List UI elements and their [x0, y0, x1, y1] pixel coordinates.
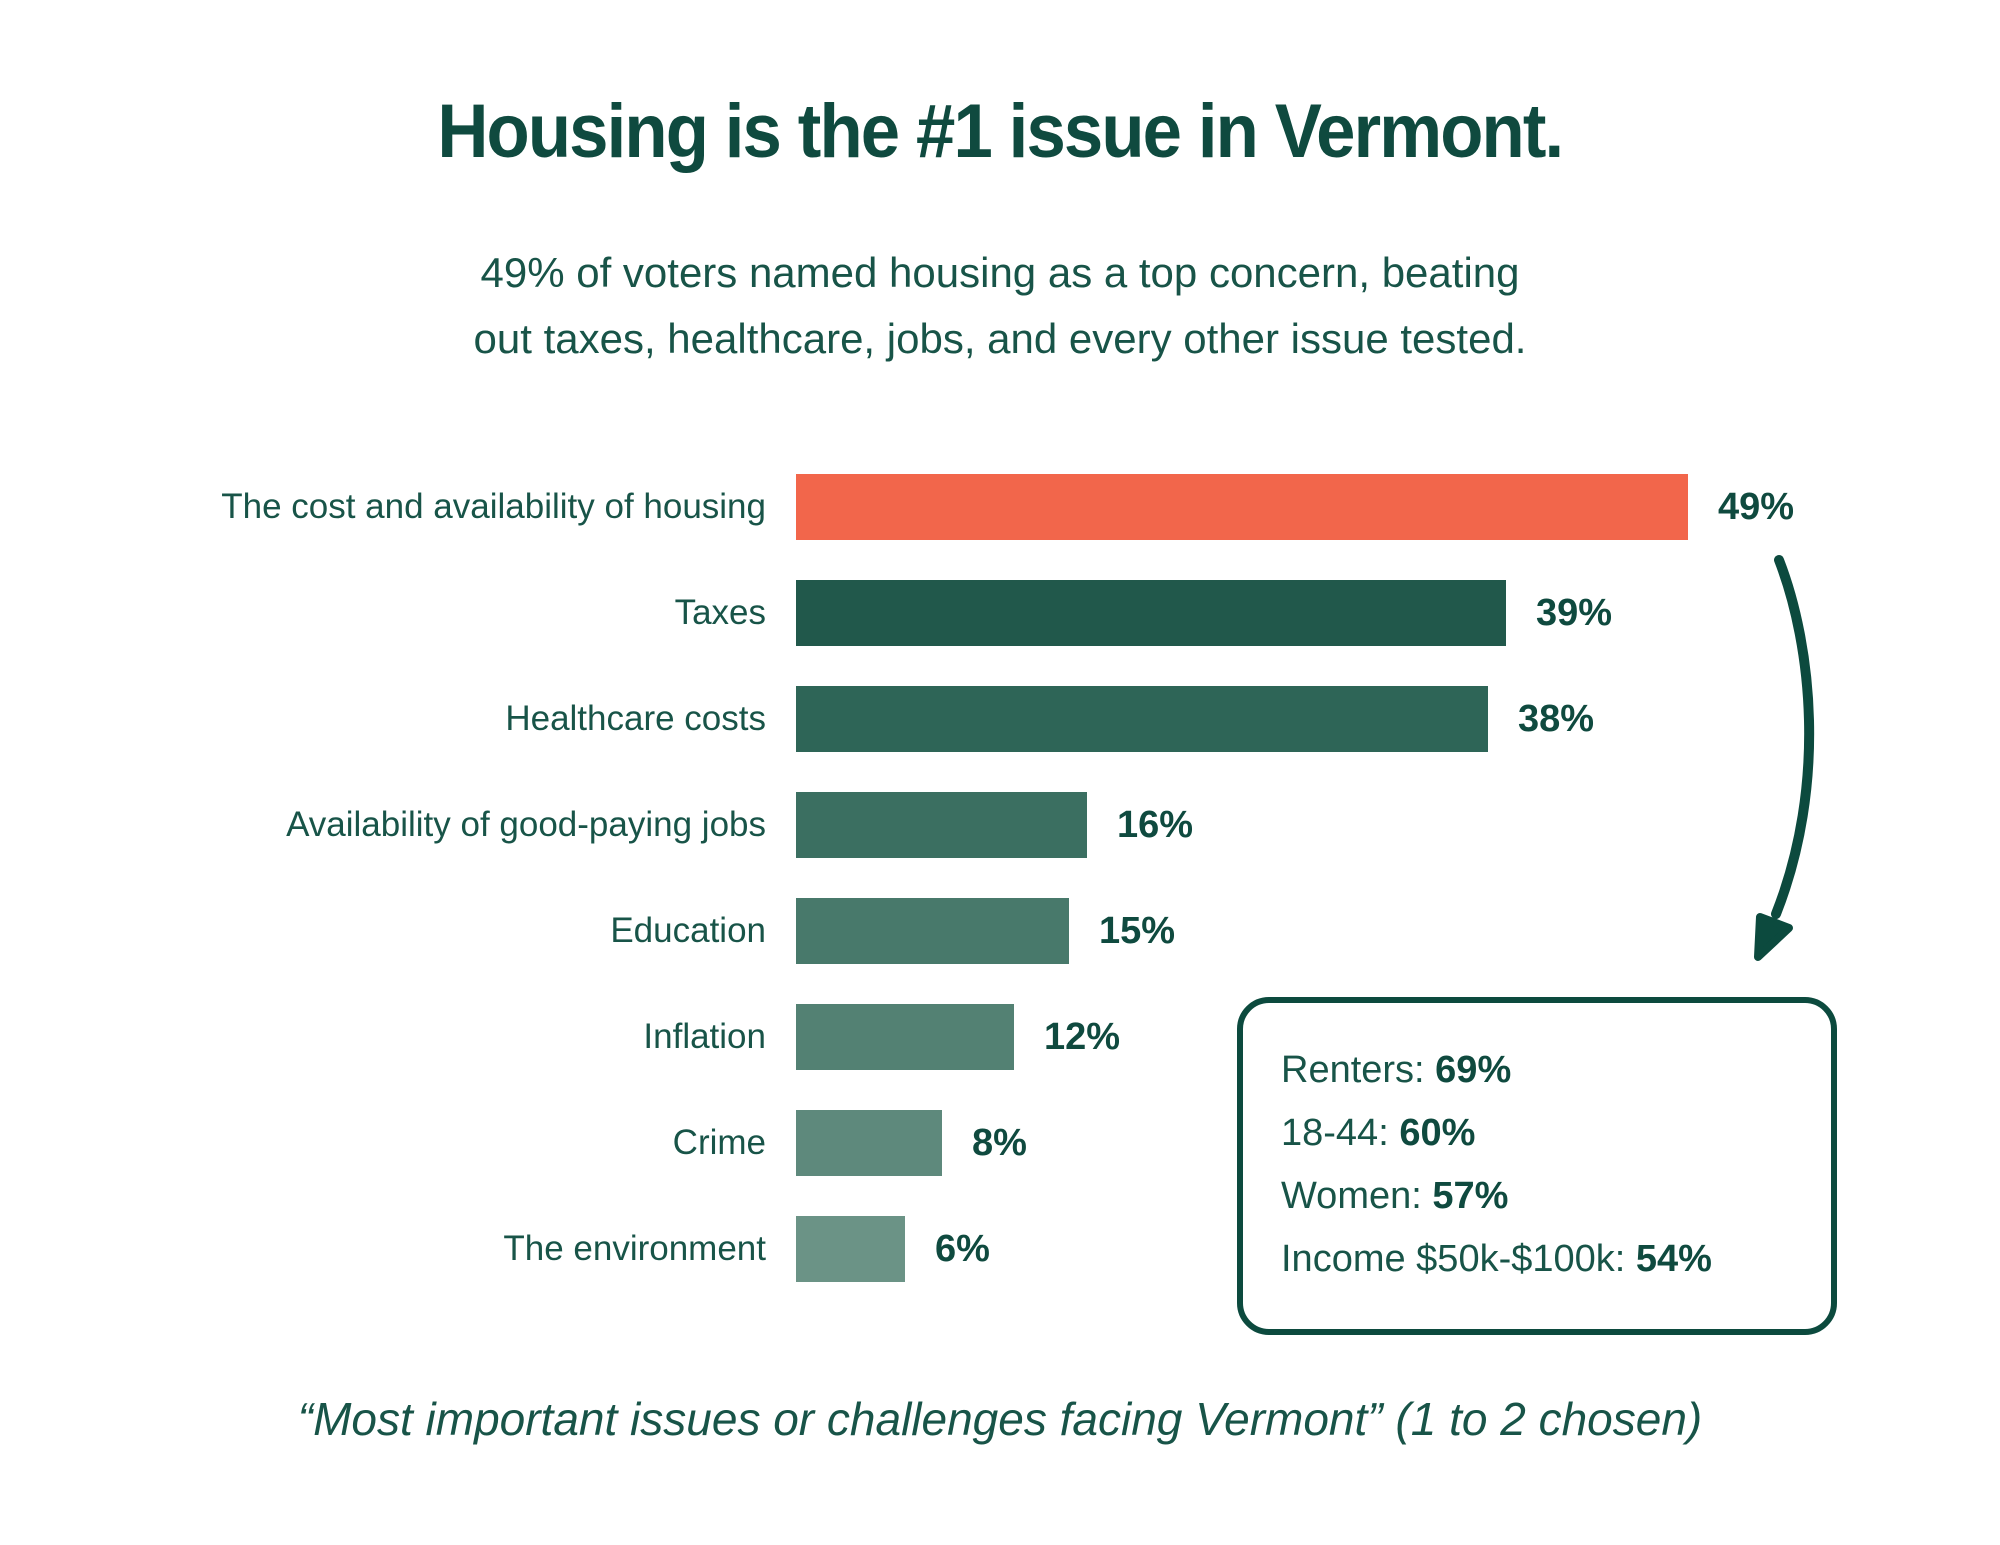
bar-label: The cost and availability of housing [221, 487, 766, 526]
chart-row-inflation: Inflation 12% [0, 1004, 1794, 1070]
bar-healthcare [796, 686, 1488, 752]
bar-label: Education [610, 911, 766, 950]
callout-value: 69% [1435, 1049, 1512, 1091]
bar-value-label: 8% [972, 1121, 1027, 1164]
subtitle-line-1: 49% of voters named housing as a top con… [480, 249, 1520, 296]
callout-label: Renters: [1281, 1049, 1436, 1091]
callout-box: Renters: 69% 18-44: 60% Women: 57% Incom… [1237, 997, 1837, 1335]
callout-line-women: Women: 57% [1281, 1165, 1801, 1228]
callout-line-renters: Renters: 69% [1281, 1039, 1801, 1102]
bar-crime [796, 1110, 942, 1176]
chart-row-environment: The environment 6% [0, 1216, 1794, 1282]
bar-value-label: 15% [1099, 909, 1176, 952]
callout-label: 18-44: [1281, 1112, 1400, 1154]
bar-value-label: 38% [1518, 697, 1595, 740]
bar-jobs [796, 792, 1087, 858]
callout-line-income: Income $50k-$100k: 54% [1281, 1228, 1801, 1291]
chart-row-taxes: Taxes 39% [0, 580, 1794, 646]
callout-value: 54% [1635, 1238, 1712, 1280]
bar-label: Inflation [643, 1017, 766, 1056]
bar-education [796, 898, 1069, 964]
bar-housing [796, 474, 1688, 540]
page-title-text: Housing is the #1 issue in Vermont. [437, 89, 1565, 174]
bar-value-label: 12% [1044, 1015, 1121, 1058]
chart-row-crime: Crime 8% [0, 1110, 1794, 1176]
callout-label: Women: [1281, 1175, 1433, 1217]
bar-label: Healthcare costs [505, 699, 766, 738]
callout-label: Income $50k-$100k: [1281, 1238, 1636, 1280]
bar-value-label: 49% [1718, 485, 1795, 528]
bar-value-label: 16% [1117, 803, 1194, 846]
bar-value-label: 6% [935, 1227, 990, 1270]
chart-row-education: Education 15% [0, 898, 1794, 964]
chart-row-housing: The cost and availability of housing 49% [0, 474, 1794, 540]
bar-label: The environment [503, 1229, 766, 1268]
bar-label: Availability of good-paying jobs [286, 805, 766, 844]
subtitle-line-2: out taxes, healthcare, jobs, and every o… [473, 315, 1527, 362]
callout-value: 60% [1399, 1112, 1476, 1154]
bar-label: Crime [672, 1123, 766, 1162]
page-title: Housing is the #1 issue in Vermont. [0, 88, 2000, 175]
bar-inflation [796, 1004, 1014, 1070]
callout-line-age: 18-44: 60% [1281, 1102, 1801, 1165]
bar-taxes [796, 580, 1506, 646]
bar-value-label: 39% [1536, 591, 1613, 634]
chart-row-jobs: Availability of good-paying jobs 16% [0, 792, 1794, 858]
bar-label: Taxes [674, 593, 766, 632]
source-question-note: “Most important issues or challenges fac… [297, 1393, 1703, 1445]
bar-environment [796, 1216, 905, 1282]
bar-chart: The cost and availability of housing 49%… [0, 474, 1794, 1282]
callout-value: 57% [1432, 1175, 1509, 1217]
subtitle: 49% of voters named housing as a top con… [0, 240, 2000, 372]
chart-row-healthcare: Healthcare costs 38% [0, 686, 1794, 752]
